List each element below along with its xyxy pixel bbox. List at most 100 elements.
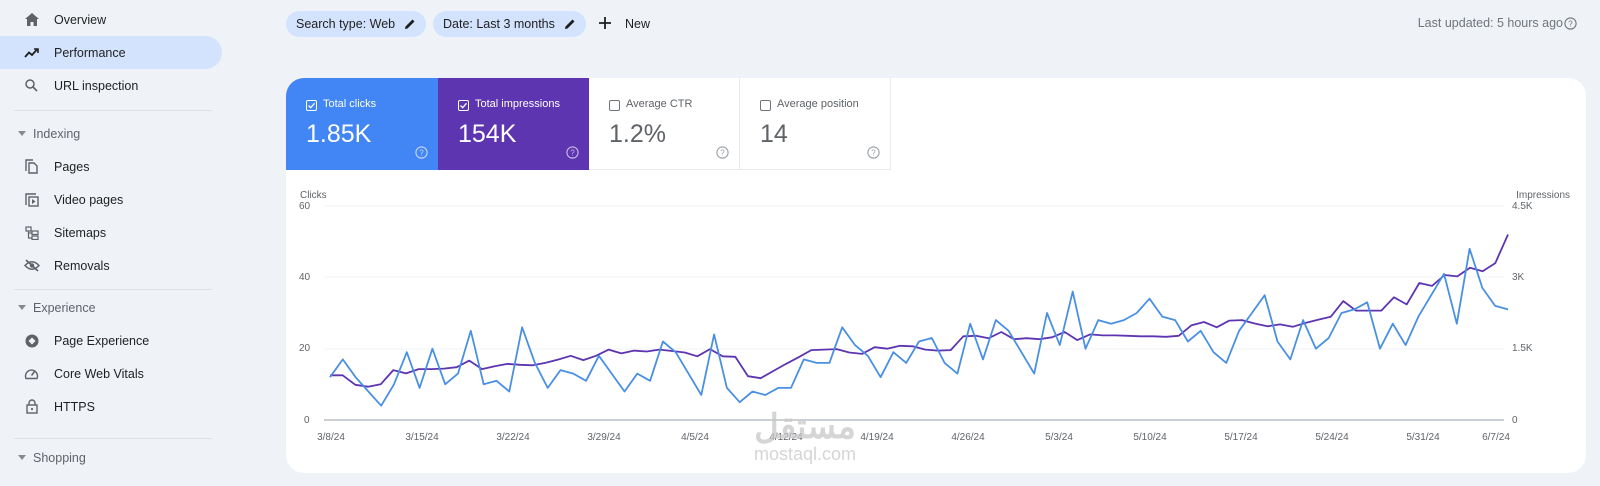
chip-label: Date: Last 3 months bbox=[443, 17, 555, 31]
sidebar-item-performance[interactable]: Performance bbox=[0, 36, 222, 69]
x-tick: 5/10/24 bbox=[1133, 432, 1167, 443]
x-tick: 5/24/24 bbox=[1315, 432, 1349, 443]
sidebar-item-https[interactable]: HTTPS bbox=[0, 390, 222, 423]
x-tick: 4/19/24 bbox=[860, 432, 894, 443]
new-label: New bbox=[625, 17, 651, 31]
performance-chart[interactable] bbox=[286, 78, 1586, 473]
home-icon bbox=[23, 11, 40, 28]
svg-text:?: ? bbox=[419, 148, 424, 157]
sidebar-item-label: Pages bbox=[54, 159, 90, 174]
section-label: Experience bbox=[33, 301, 96, 315]
x-tick: 5/17/24 bbox=[1224, 432, 1258, 443]
x-tick: 3/22/24 bbox=[496, 432, 530, 443]
sidebar-item-core-web-vitals[interactable]: Core Web Vitals bbox=[0, 357, 222, 390]
svg-text:?: ? bbox=[871, 148, 876, 157]
x-tick: 4/26/24 bbox=[951, 432, 985, 443]
checkbox-unchecked-icon[interactable] bbox=[760, 100, 771, 111]
date-filter-chip[interactable]: Date: Last 3 months bbox=[433, 11, 586, 37]
sidebar-item-removals[interactable]: Removals bbox=[0, 249, 222, 282]
sidebar-divider bbox=[14, 289, 212, 290]
metric-average-position[interactable]: Average position 14 ? bbox=[740, 78, 891, 170]
x-tick: 3/15/24 bbox=[405, 432, 439, 443]
x-tick: 5/31/24 bbox=[1406, 432, 1440, 443]
x-tick: 4/5/24 bbox=[681, 432, 709, 443]
help-icon[interactable]: ? bbox=[415, 146, 428, 159]
sidebar-item-label: Video pages bbox=[54, 192, 124, 207]
svg-text:?: ? bbox=[1568, 19, 1573, 28]
sidebar-item-url-inspection[interactable]: URL inspection bbox=[0, 69, 222, 102]
sidebar-divider bbox=[14, 438, 212, 439]
caret-down-icon bbox=[18, 131, 26, 136]
sidebar-item-video-pages[interactable]: Video pages bbox=[0, 183, 222, 216]
right-axis-title: Impressions bbox=[1516, 190, 1570, 201]
y2-tick: 1.5K bbox=[1512, 343, 1533, 354]
metric-average-ctr[interactable]: Average CTR 1.2% ? bbox=[589, 78, 740, 170]
y-tick: 60 bbox=[299, 201, 311, 212]
chip-label: Search type: Web bbox=[296, 17, 396, 31]
svg-text:?: ? bbox=[570, 148, 575, 157]
sidebar-item-label: Core Web Vitals bbox=[54, 366, 144, 381]
sidebar-section-shopping[interactable]: Shopping bbox=[0, 444, 222, 472]
caret-down-icon bbox=[18, 455, 26, 460]
x-tick: 6/7/24 bbox=[1482, 432, 1510, 443]
sidebar-item-label: Performance bbox=[54, 45, 126, 60]
help-icon[interactable]: ? bbox=[566, 146, 579, 159]
sidebar-item-pages[interactable]: Pages bbox=[0, 150, 222, 183]
checkbox-unchecked-icon[interactable] bbox=[609, 100, 620, 111]
left-axis-title: Clicks bbox=[300, 190, 327, 201]
metric-label: Average position bbox=[777, 98, 859, 110]
sidebar-item-label: HTTPS bbox=[54, 399, 95, 414]
sidebar-item-label: Removals bbox=[54, 258, 110, 273]
metric-value: 14 bbox=[760, 120, 788, 148]
pencil-icon bbox=[564, 18, 576, 30]
sidebar-item-label: URL inspection bbox=[54, 78, 139, 93]
metric-value: 1.85K bbox=[306, 120, 372, 148]
plus-icon bbox=[598, 16, 614, 32]
help-icon[interactable]: ? bbox=[867, 146, 880, 159]
checkbox-checked-icon[interactable] bbox=[306, 100, 317, 111]
help-icon[interactable]: ? bbox=[1564, 17, 1577, 30]
x-tick: 3/8/24 bbox=[317, 432, 345, 443]
y-tick: 40 bbox=[299, 272, 311, 283]
search-icon bbox=[23, 77, 40, 94]
metric-value: 154K bbox=[458, 120, 517, 148]
checkbox-checked-icon[interactable] bbox=[458, 100, 469, 111]
lock-icon bbox=[23, 398, 40, 415]
sidebar-item-label: Sitemaps bbox=[54, 225, 107, 240]
metric-label: Total impressions bbox=[475, 98, 560, 110]
watermark-latin: mostaql.com bbox=[753, 444, 857, 464]
x-tick: 4/12/24 bbox=[769, 432, 803, 443]
help-icon[interactable]: ? bbox=[716, 146, 729, 159]
watermark: مستقل mostaql.com bbox=[735, 410, 875, 464]
eye-off-icon bbox=[23, 257, 40, 274]
new-filter-button[interactable]: New bbox=[598, 13, 650, 35]
y2-tick: 0 bbox=[1512, 415, 1518, 426]
metric-value: 1.2% bbox=[609, 120, 666, 148]
watermark-arabic: مستقل bbox=[754, 408, 856, 446]
metric-total-clicks[interactable]: Total clicks 1.85K ? bbox=[286, 78, 438, 170]
sidebar-item-sitemaps[interactable]: Sitemaps bbox=[0, 216, 222, 249]
sidebar-divider bbox=[14, 110, 212, 111]
sidebar-section-experience[interactable]: Experience bbox=[0, 294, 222, 322]
sidebar-item-label: Page Experience bbox=[54, 333, 150, 348]
y-tick: 0 bbox=[304, 415, 310, 426]
pencil-icon bbox=[404, 18, 416, 30]
video-pages-icon bbox=[23, 191, 40, 208]
sidebar-item-overview[interactable]: Overview bbox=[0, 3, 222, 36]
metric-label: Average CTR bbox=[626, 98, 693, 110]
metric-total-impressions[interactable]: Total impressions 154K ? bbox=[438, 78, 589, 170]
y-tick: 20 bbox=[299, 343, 311, 354]
section-label: Indexing bbox=[33, 127, 81, 141]
pages-icon bbox=[23, 158, 40, 175]
section-label: Shopping bbox=[33, 451, 86, 465]
sitemap-icon bbox=[23, 224, 40, 241]
sidebar-item-page-experience[interactable]: Page Experience bbox=[0, 324, 222, 357]
search-type-filter-chip[interactable]: Search type: Web bbox=[286, 11, 427, 37]
svg-text:?: ? bbox=[720, 148, 725, 157]
page-experience-icon bbox=[23, 332, 40, 349]
sidebar: Overview Performance URL inspection Inde… bbox=[0, 0, 225, 486]
sidebar-section-indexing[interactable]: Indexing bbox=[0, 120, 222, 148]
y2-tick: 4.5K bbox=[1512, 201, 1533, 212]
caret-down-icon bbox=[18, 305, 26, 310]
sidebar-item-label: Overview bbox=[54, 12, 107, 27]
